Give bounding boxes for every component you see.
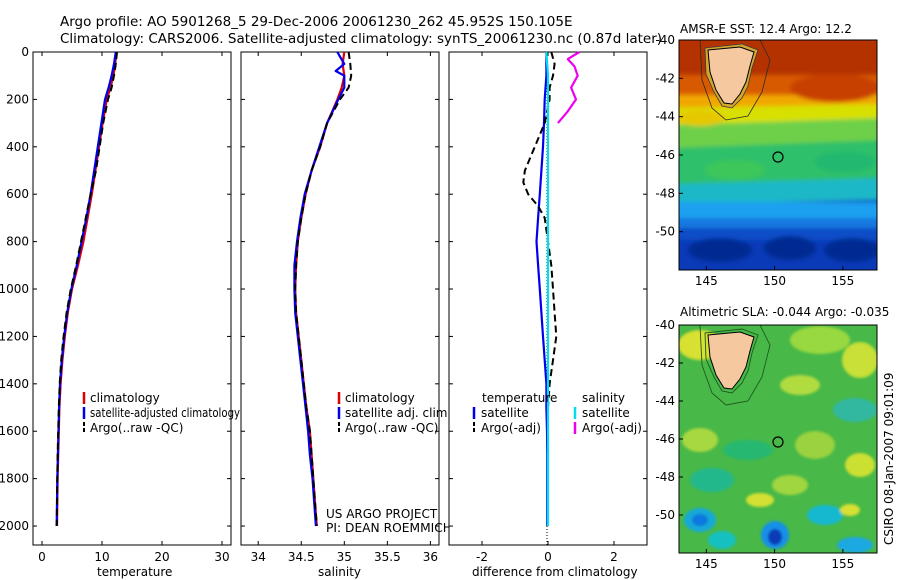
x-tick-label: 2 [610, 550, 618, 564]
map-y-tick-label: -44 [655, 394, 675, 408]
difference-ticks: -2 0 2 [449, 51, 647, 564]
depth-tick-label: 2000 [0, 519, 29, 533]
series-line-salinity-argo-adj- [557, 51, 580, 124]
salinity-lines [293, 51, 353, 527]
x-tick-label: 35.5 [374, 550, 401, 564]
salinity-legend-argo: Argo(..raw -QC) [345, 421, 438, 435]
map-y-tick-label: -50 [655, 225, 675, 239]
salinity-xlabel: salinity [318, 565, 361, 579]
x-tick-label: 0 [544, 550, 552, 564]
difference-xlabel: difference from climatology [472, 565, 638, 579]
header-line-2: Climatology: CARS2006. Satellite-adjuste… [60, 31, 662, 47]
sst-field [679, 40, 877, 270]
credit-stamp: CSIRO 08-Jan-2007 09:01:09 [882, 373, 896, 545]
temperature-panel: 0 200 400 600 800 1000 1200 1400 1600 1800 2000 0 10… [0, 45, 240, 579]
sst-argo-marker [772, 151, 784, 163]
x-tick-label: 10 [94, 550, 109, 564]
difference-panel: -2 0 2 difference from climatology tempera… [448, 51, 648, 579]
depth-tick-label: 400 [6, 140, 29, 154]
credit-pi: PI: DEAN ROEMMICH [326, 521, 452, 535]
sla-map-ticks: 145 150 155 -40 -42 -44 -46 -48 -50 [655, 318, 854, 571]
sla-map-title: Altimetric SLA: -0.044 Argo: -0.035 [680, 305, 889, 319]
map-x-tick-label: 145 [695, 274, 718, 288]
depth-tick-label: 1000 [0, 282, 29, 296]
x-tick-label: 34 [251, 550, 266, 564]
map-x-tick-label: 145 [695, 557, 718, 571]
map-y-tick-label: -46 [655, 148, 675, 162]
series-line-satellite-adjusted-climatology [55, 51, 117, 527]
map-y-tick-label: -40 [655, 33, 675, 47]
map-x-tick-label: 150 [763, 274, 786, 288]
salinity-ticks: 34 34.5 35 35.5 36 [241, 51, 439, 564]
x-tick-label: 34.5 [288, 550, 315, 564]
salinity-axes-box [240, 51, 440, 546]
map-y-tick-label: -42 [655, 356, 675, 370]
difference-legend-temp-argo: Argo(-adj) [481, 421, 541, 435]
sst-map: AMSR-E SST: 12.4 Argo: 12.2 [655, 22, 878, 288]
map-y-tick-label: -42 [655, 71, 675, 85]
x-tick-label: 35 [337, 550, 352, 564]
temperature-ticks: 0 200 400 600 800 1000 1200 1400 1600 1800 2000 0 10… [0, 45, 231, 564]
series-line-argo-raw-qc- [294, 51, 353, 527]
sla-field [679, 325, 877, 553]
difference-legend-temp-satellite: satellite [481, 406, 529, 420]
sla-argo-marker [772, 436, 784, 448]
temperature-legend-argo: Argo(..raw -QC) [90, 421, 183, 435]
difference-lines [522, 51, 580, 526]
series-line-argo-raw-qc- [55, 51, 118, 527]
sst-map-ticks: 145 150 155 -40 -42 -44 -46 -48 -50 [655, 33, 854, 288]
salinity-legend-satellite: satellite adj. clim. [345, 406, 451, 420]
map-x-tick-label: 155 [831, 557, 854, 571]
map-y-tick-label: -48 [655, 186, 675, 200]
map-y-tick-label: -50 [655, 508, 675, 522]
depth-tick-label: 1800 [0, 472, 29, 486]
depth-tick-label: 1200 [0, 329, 29, 343]
header-line-1: Argo profile: AO 5901268_5 29-Dec-2006 2… [60, 14, 573, 30]
salinity-legend-climatology: climatology [345, 391, 415, 405]
depth-tick-label: 1400 [0, 377, 29, 391]
difference-legend: temperature satellite Argo(-adj) salinit… [472, 391, 642, 435]
series-line-salinity-satellite [545, 51, 550, 526]
salinity-legend: climatology satellite adj. clim. Argo(..… [337, 391, 451, 435]
temperature-lines [55, 51, 118, 527]
x-tick-label: -2 [476, 550, 488, 564]
depth-tick-label: 800 [6, 235, 29, 249]
difference-legend-sal-satellite: satellite [582, 406, 630, 420]
x-tick-label: 36 [423, 550, 438, 564]
temperature-axes-box [32, 51, 232, 546]
salinity-panel: 34 34.5 35 35.5 36 salinity climatology sate… [240, 51, 452, 579]
sst-map-title: AMSR-E SST: 12.4 Argo: 12.2 [680, 22, 852, 36]
depth-tick-label: 0 [21, 45, 29, 59]
x-tick-label: 30 [214, 550, 229, 564]
temperature-legend: climatology satellite-adjusted climatolo… [82, 391, 240, 435]
credit-project: US ARGO PROJECT [326, 507, 438, 521]
x-tick-label: 0 [38, 550, 46, 564]
map-x-tick-label: 155 [831, 274, 854, 288]
map-y-tick-label: -46 [655, 432, 675, 446]
depth-tick-label: 600 [6, 187, 29, 201]
map-y-tick-label: -44 [655, 110, 675, 124]
difference-legend-temperature-title: temperature [482, 391, 557, 405]
map-y-tick-label: -48 [655, 470, 675, 484]
difference-legend-sal-argo: Argo(-adj) [582, 421, 642, 435]
depth-tick-label: 200 [6, 92, 29, 106]
difference-legend-salinity-title: salinity [582, 391, 625, 405]
x-tick-label: 20 [154, 550, 169, 564]
map-y-tick-label: -40 [655, 318, 675, 332]
temperature-xlabel: temperature [97, 565, 172, 579]
sla-map: Altimetric SLA: -0.044 Argo: -0.035 [655, 305, 889, 571]
map-x-tick-label: 150 [763, 557, 786, 571]
temperature-legend-satellite: satellite-adjusted climatology [90, 406, 240, 420]
depth-tick-label: 1600 [0, 424, 29, 438]
temperature-legend-climatology: climatology [90, 391, 160, 405]
